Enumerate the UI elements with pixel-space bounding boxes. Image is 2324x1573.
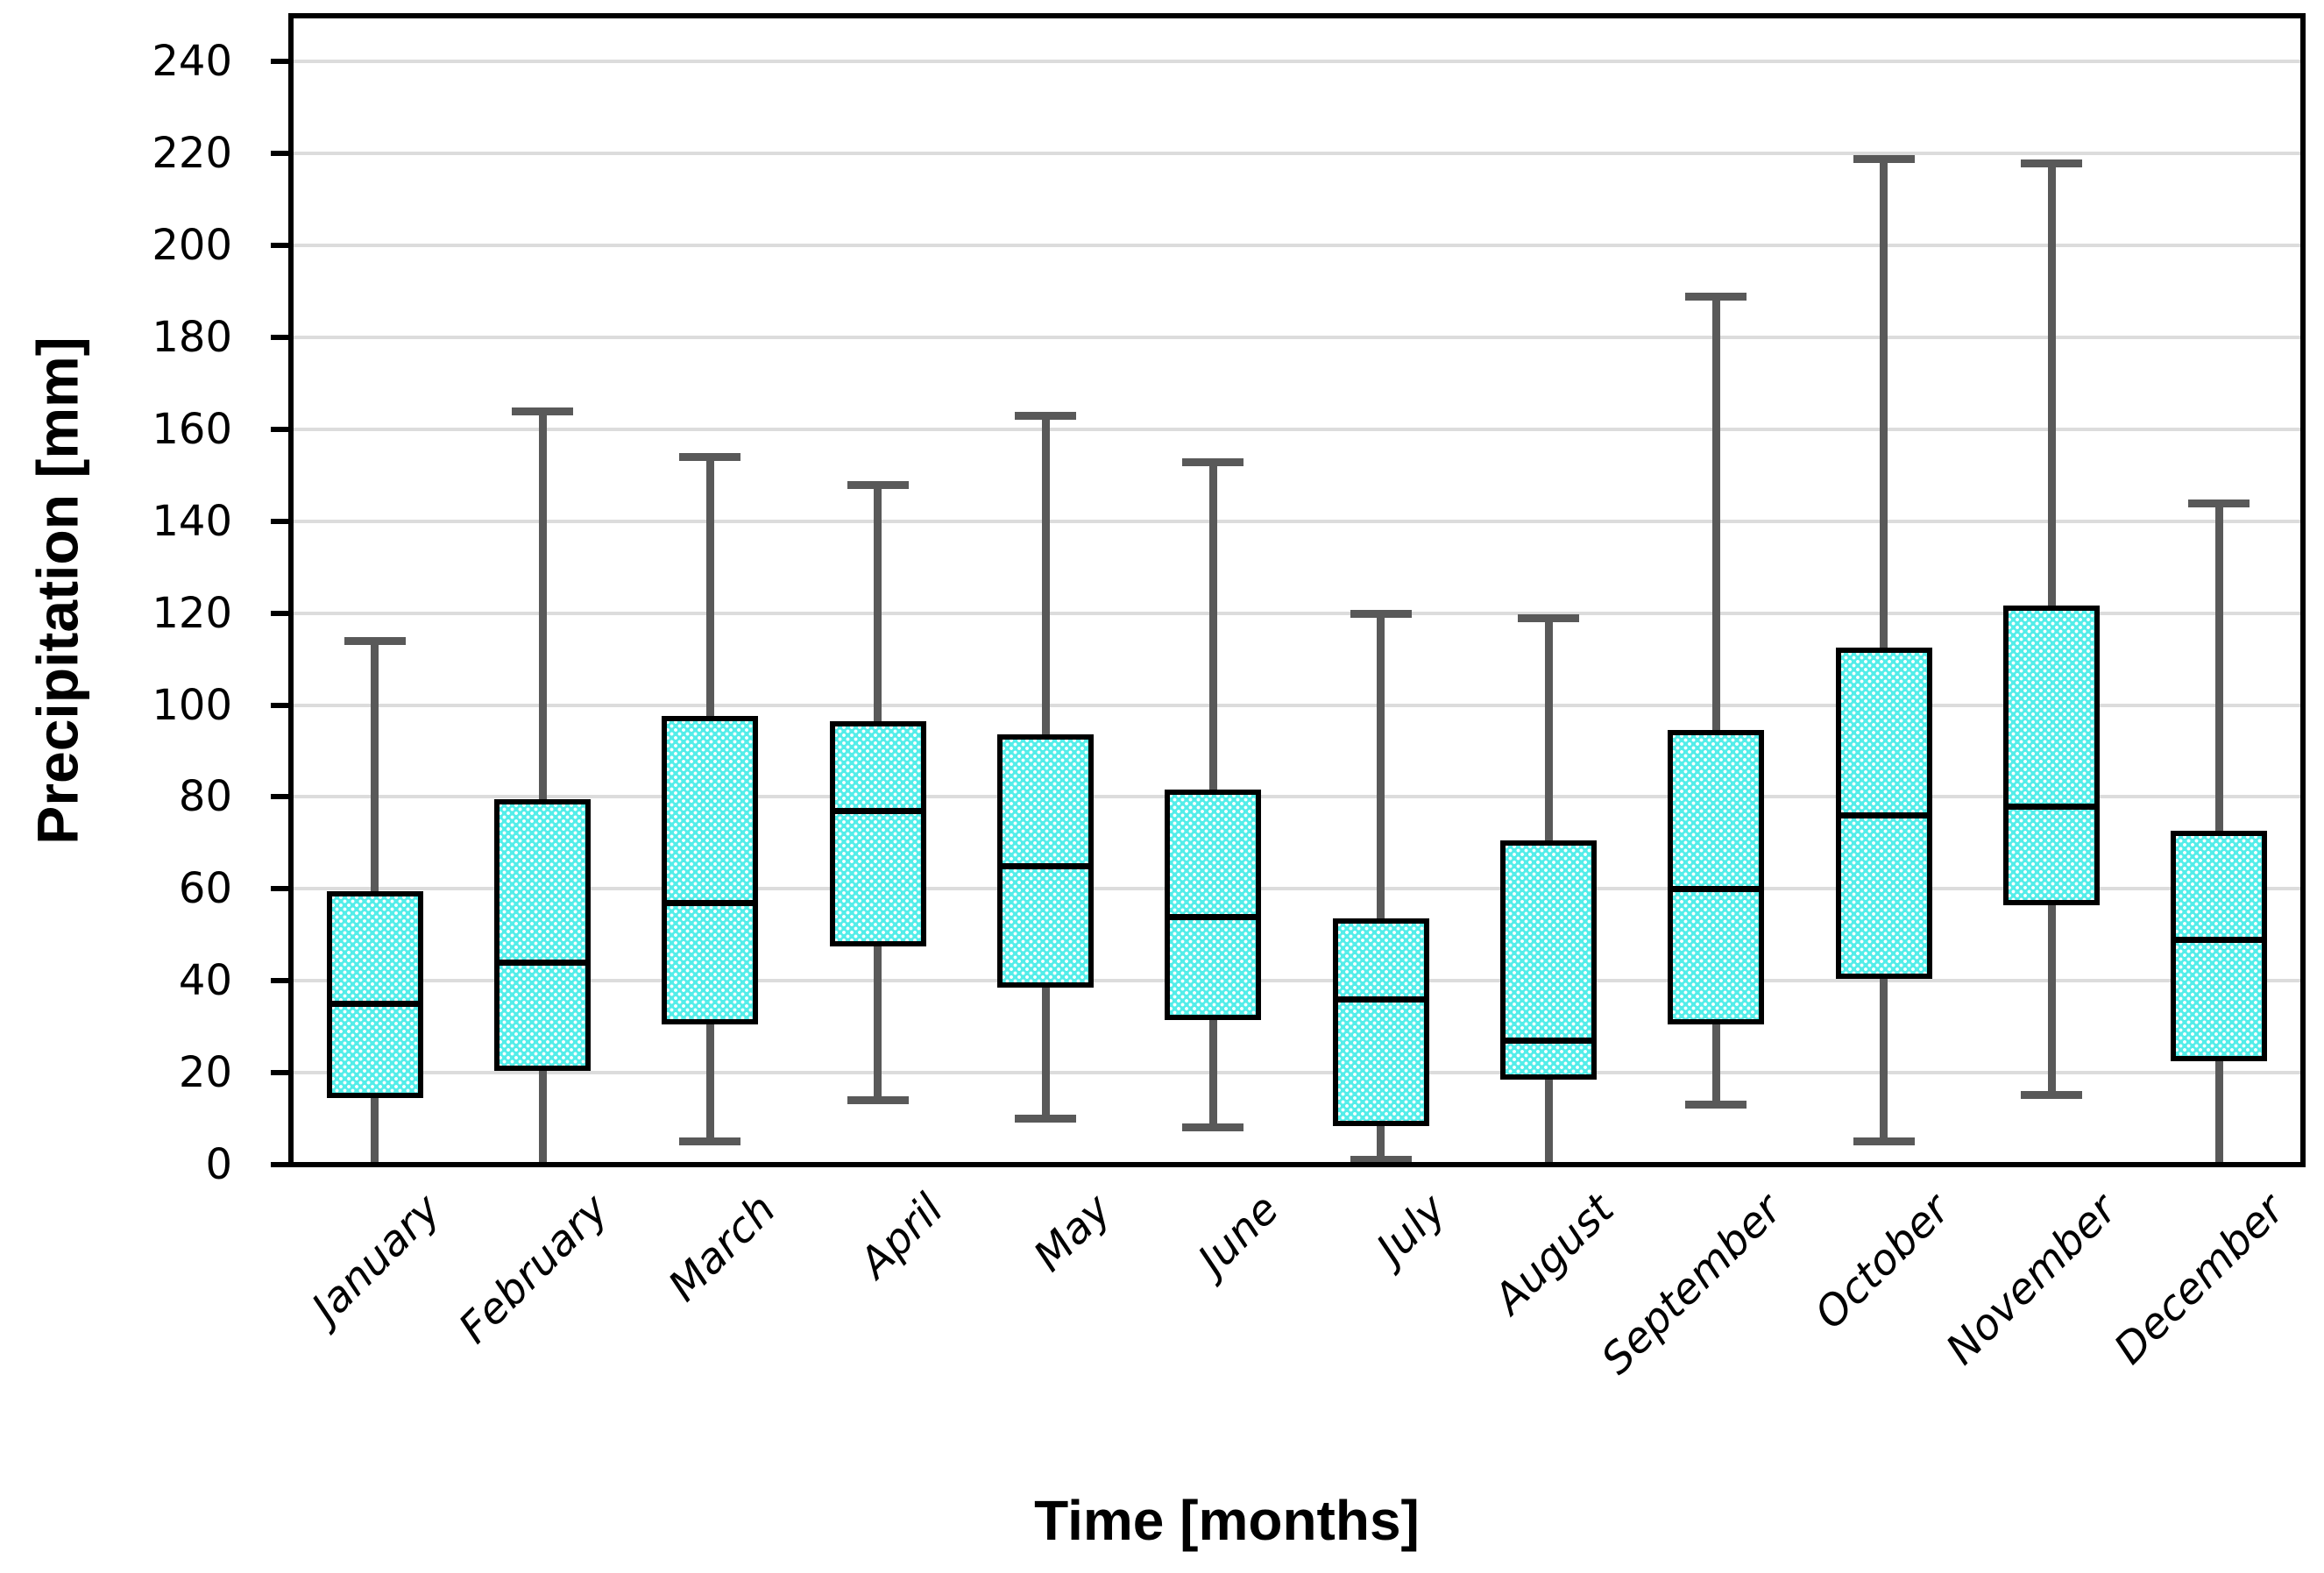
- median-july: [1336, 996, 1426, 1003]
- gridline-20: [291, 1071, 2303, 1075]
- gridline-80: [291, 795, 2303, 799]
- gridline-40: [291, 979, 2303, 983]
- median-december: [2174, 937, 2264, 944]
- x-tick-label-may: May: [1024, 1185, 1121, 1281]
- median-february: [498, 960, 587, 967]
- y-tick-label-100: 100: [152, 680, 232, 730]
- whisker-cap-top-may: [1015, 412, 1076, 421]
- gridline-220: [291, 152, 2303, 156]
- y-tick-label-80: 80: [178, 772, 232, 822]
- whisker-cap-top-april: [847, 480, 909, 489]
- median-june: [1168, 913, 1258, 920]
- median-november: [2007, 803, 2096, 810]
- box-september: [1668, 730, 1765, 1025]
- y-tick-label-20: 20: [178, 1048, 232, 1098]
- y-tick-label-160: 160: [152, 404, 232, 454]
- y-tick-label-140: 140: [152, 496, 232, 546]
- y-tick-label-220: 220: [152, 129, 232, 179]
- whisker-cap-top-march: [679, 453, 741, 462]
- box-march: [662, 716, 759, 1025]
- whisker-cap-top-august: [1518, 613, 1579, 622]
- y-tick-mark-0: [271, 1162, 291, 1167]
- plot-area-border: [288, 13, 2306, 1167]
- whisker-cap-top-october: [1853, 154, 1915, 163]
- median-may: [1001, 863, 1090, 870]
- x-axis-title: Time [months]: [1034, 1489, 1420, 1552]
- whisker-cap-bottom-july: [1350, 1155, 1412, 1164]
- y-tick-label-240: 240: [152, 37, 232, 87]
- whisker-cap-top-january: [344, 637, 406, 646]
- gridline-60: [291, 887, 2303, 891]
- median-march: [665, 900, 755, 907]
- whisker-cap-top-december: [2188, 499, 2250, 507]
- whisker-july: [1377, 613, 1385, 1160]
- whisker-cap-bottom-october: [1853, 1137, 1915, 1145]
- gridline-140: [291, 519, 2303, 523]
- y-tick-label-60: 60: [178, 864, 232, 914]
- y-tick-mark-20: [271, 1070, 291, 1076]
- y-tick-mark-160: [271, 426, 291, 432]
- y-tick-label-40: 40: [178, 956, 232, 1006]
- x-tick-label-june: June: [1188, 1185, 1288, 1285]
- box-august: [1500, 840, 1597, 1081]
- whisker-february: [538, 410, 547, 1165]
- whisker-cap-bottom-september: [1685, 1100, 1747, 1109]
- box-february: [494, 798, 591, 1071]
- box-november: [2003, 606, 2100, 906]
- y-tick-mark-140: [271, 518, 291, 524]
- x-tick-label-march: March: [659, 1185, 785, 1311]
- whisker-september: [1711, 295, 1720, 1105]
- median-october: [1839, 812, 1929, 819]
- whisker-cap-bottom-may: [1015, 1114, 1076, 1123]
- gridline-200: [291, 244, 2303, 248]
- whisker-cap-top-september: [1685, 292, 1747, 301]
- whisker-cap-bottom-april: [847, 1095, 909, 1104]
- x-tick-label-december: December: [2105, 1185, 2294, 1374]
- gridline-180: [291, 336, 2303, 340]
- y-tick-mark-220: [271, 151, 291, 157]
- median-april: [833, 808, 923, 815]
- y-tick-mark-200: [271, 243, 291, 249]
- gridline-240: [291, 60, 2303, 64]
- box-april: [829, 720, 926, 947]
- gridline-160: [291, 427, 2303, 431]
- box-june: [1165, 790, 1262, 1021]
- y-tick-label-200: 200: [152, 221, 232, 271]
- median-august: [1504, 1038, 1593, 1045]
- whisker-cap-top-july: [1350, 609, 1412, 618]
- whisker-cap-top-november: [2021, 159, 2082, 167]
- whisker-cap-top-june: [1182, 457, 1244, 466]
- y-tick-mark-180: [271, 335, 291, 341]
- box-may: [997, 734, 1094, 988]
- box-december: [2171, 831, 2268, 1062]
- x-tick-label-february: February: [449, 1185, 618, 1353]
- whisker-cap-bottom-march: [679, 1137, 741, 1145]
- median-january: [329, 1001, 420, 1008]
- x-tick-label-august: August: [1484, 1185, 1624, 1324]
- y-tick-mark-100: [271, 702, 291, 708]
- y-tick-mark-80: [271, 794, 291, 800]
- x-tick-label-july: July: [1367, 1185, 1456, 1273]
- whisker-cap-top-february: [512, 407, 573, 415]
- whisker-cap-bottom-june: [1182, 1123, 1244, 1132]
- y-tick-label-0: 0: [205, 1140, 232, 1189]
- gridline-100: [291, 703, 2303, 707]
- y-tick-mark-120: [271, 610, 291, 616]
- gridline-120: [291, 611, 2303, 615]
- y-tick-mark-40: [271, 978, 291, 984]
- whisker-cap-bottom-november: [2021, 1091, 2082, 1100]
- y-tick-mark-240: [271, 59, 291, 65]
- box-july: [1332, 918, 1429, 1126]
- x-tick-label-october: October: [1804, 1185, 1959, 1339]
- y-tick-mark-60: [271, 886, 291, 892]
- y-tick-label-180: 180: [152, 313, 232, 363]
- x-tick-label-january: January: [302, 1185, 450, 1333]
- x-tick-label-september: September: [1591, 1185, 1791, 1385]
- box-january: [326, 890, 423, 1099]
- x-tick-label-april: April: [850, 1185, 953, 1288]
- y-tick-label-120: 120: [152, 588, 232, 638]
- x-tick-label-november: November: [1937, 1185, 2127, 1375]
- median-september: [1671, 886, 1761, 893]
